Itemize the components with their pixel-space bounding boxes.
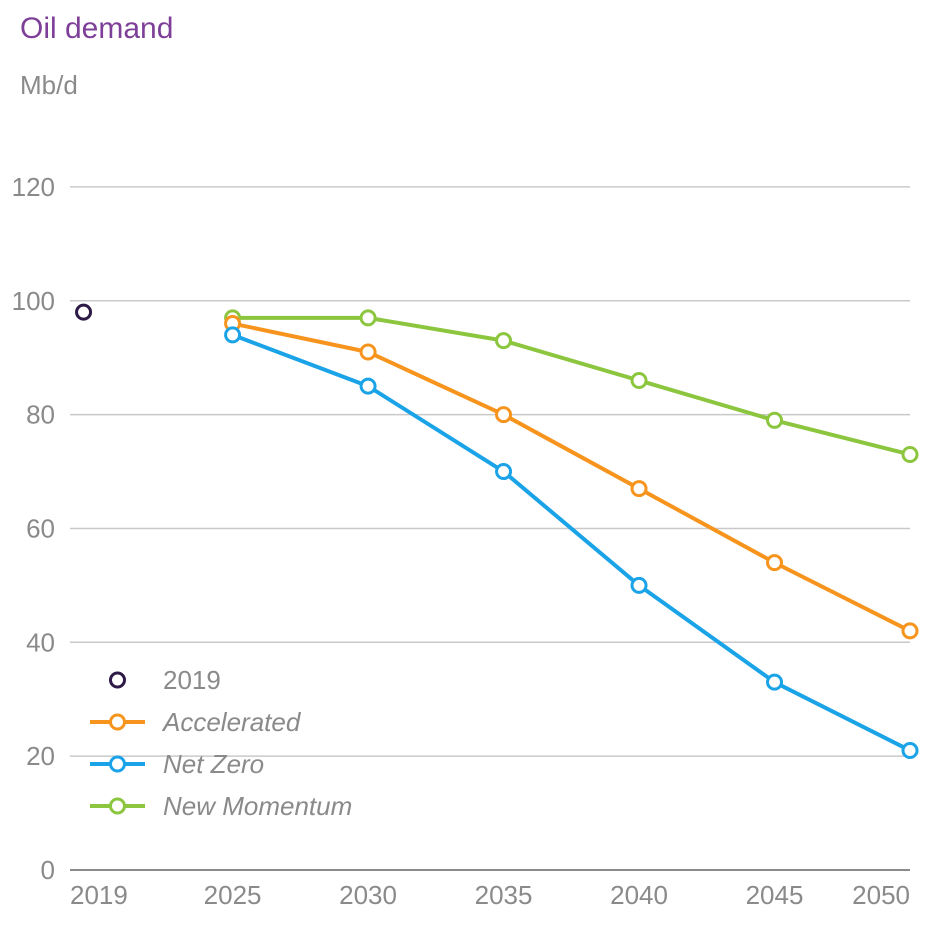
x-tick-label: 2040 [610,880,668,910]
series-marker-new_momentum [632,373,646,387]
y-tick-label: 60 [26,513,55,543]
legend-label-ref_2019: 2019 [163,665,221,695]
series-marker-new_momentum [361,311,375,325]
line-chart: 2040608010012002019202520302035204020452… [0,0,931,925]
legend-marker-net_zero [111,757,125,771]
series-marker-new_momentum [497,334,511,348]
legend-marker-new_momentum [111,799,125,813]
series-marker-net_zero [768,675,782,689]
legend-label-net_zero: Net Zero [163,749,264,779]
legend-marker-accelerated [111,715,125,729]
series-line-accelerated [233,324,910,631]
x-tick-label: 2019 [70,880,128,910]
series-marker-accelerated [497,408,511,422]
reference-marker-2019 [77,305,91,319]
legend-label-accelerated: Accelerated [161,707,302,737]
legend-label-new_momentum: New Momentum [163,791,352,821]
series-marker-accelerated [361,345,375,359]
series-marker-net_zero [903,743,917,757]
series-marker-net_zero [361,379,375,393]
series-marker-accelerated [632,482,646,496]
series-marker-new_momentum [768,413,782,427]
y-tick-label: 40 [26,627,55,657]
x-tick-label: 2035 [475,880,533,910]
series-marker-net_zero [226,328,240,342]
series-marker-new_momentum [903,447,917,461]
series-marker-net_zero [632,578,646,592]
chart-container: Oil demand Mb/d 204060801001200201920252… [0,0,931,925]
legend-marker-ref_2019 [111,673,125,687]
x-tick-label: 2030 [339,880,397,910]
y-tick-label: 20 [26,741,55,771]
x-tick-label: 2050 [852,880,910,910]
series-marker-accelerated [903,624,917,638]
y-tick-label: 0 [41,855,55,885]
x-tick-label: 2045 [746,880,804,910]
x-tick-label: 2025 [204,880,262,910]
series-line-new_momentum [233,318,910,455]
y-tick-label: 120 [12,172,55,202]
series-line-net_zero [233,335,910,751]
y-tick-label: 100 [12,286,55,316]
series-marker-net_zero [497,465,511,479]
y-tick-label: 80 [26,400,55,430]
series-marker-accelerated [768,556,782,570]
